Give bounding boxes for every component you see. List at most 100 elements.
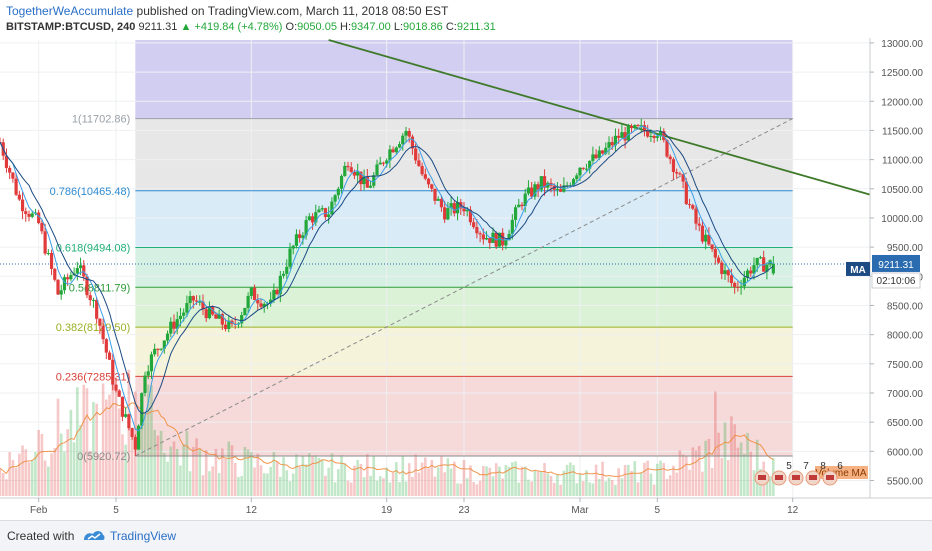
volume-bar [685, 456, 688, 496]
volume-bar [414, 454, 417, 496]
volume-bar [140, 425, 144, 496]
candle-body [343, 165, 347, 177]
volume-bar [201, 475, 205, 496]
volume-bar [707, 438, 711, 496]
candle-body [726, 270, 730, 276]
volume-bar [179, 465, 182, 496]
candle-body [678, 173, 682, 175]
volume-bar [578, 473, 582, 496]
fib-label: 0(5920.72) [77, 451, 130, 463]
author-link[interactable]: TogetherWeAccumulate [6, 4, 134, 18]
volume-bar [291, 473, 295, 496]
candle-body [675, 171, 679, 174]
volume-bar [627, 464, 630, 496]
volume-bar [478, 480, 482, 496]
price-tick-label: 13000.00 [881, 39, 923, 50]
volume-bar [620, 478, 624, 496]
candle-body [668, 156, 672, 160]
tradingview-logo-icon [84, 531, 105, 540]
volume-bar [765, 480, 769, 496]
time-axis-bg [0, 498, 932, 520]
volume-bar [494, 463, 498, 496]
volume-bar [217, 473, 221, 496]
candle-body [472, 222, 476, 228]
price-tick-label: 7500.00 [887, 360, 924, 371]
price-tick-label: 8000.00 [887, 331, 924, 342]
candle-body [14, 178, 18, 195]
candle-body [323, 208, 328, 217]
volume-bar [617, 468, 620, 496]
volume-bar [69, 409, 73, 496]
candle-body [439, 198, 444, 208]
candle-body [433, 188, 437, 201]
volume-bar [459, 483, 463, 496]
candle-body [629, 126, 634, 129]
candle-body [95, 299, 99, 319]
candle-body [204, 309, 208, 319]
candle-body [130, 428, 134, 437]
volume-label-text: Volume MA [815, 468, 866, 479]
candle-body [410, 136, 415, 149]
candle-body [404, 131, 408, 136]
symbol-label[interactable]: BITSTAMP:BTCUSD, 240 [6, 21, 136, 33]
volume-bar [340, 455, 343, 496]
volume-bar [588, 482, 591, 496]
volume-bar [385, 467, 388, 496]
volume-bar [646, 460, 649, 496]
volume-bar [523, 466, 527, 496]
volume-bar [366, 454, 369, 496]
price-chart[interactable]: 1(11702.86) 0.786(10465.48) 0.618(9494.08)… [0, 38, 932, 520]
volume-bar [569, 462, 572, 496]
tradingview-link[interactable]: TradingView [110, 529, 177, 543]
published-text: published on TradingView.com, March 11, … [136, 4, 449, 18]
volume-bar [504, 464, 508, 496]
volume-bar [88, 450, 92, 496]
candle-body [510, 219, 514, 234]
volume-bar [649, 473, 653, 496]
volume-bar [40, 433, 44, 496]
candle-body [649, 135, 653, 137]
volume-bar [195, 438, 198, 496]
candle-body [333, 195, 337, 202]
candle-body [713, 249, 717, 258]
volume-bar [18, 453, 21, 496]
time-tick-label: Feb [30, 505, 48, 516]
candle-body [462, 208, 466, 212]
volume-bar [717, 432, 720, 496]
time-tick-label: 12 [246, 505, 258, 516]
volume-bar [117, 408, 121, 496]
candle-body [301, 235, 305, 238]
volume-bar [47, 466, 50, 496]
candle-body [320, 208, 324, 210]
candle-body [571, 179, 576, 186]
trend-line [328, 39, 871, 196]
candle-body [517, 204, 521, 208]
volume-bar [127, 369, 131, 496]
candle-body [597, 150, 601, 159]
volume-bar [143, 413, 147, 496]
candle-body [375, 164, 379, 176]
candle-body [162, 340, 166, 349]
candle-body [762, 257, 766, 272]
volume-bar [295, 454, 298, 496]
candle-body [755, 257, 759, 266]
candle-body [146, 371, 150, 376]
candle-body [588, 160, 592, 169]
volume-bar [356, 459, 359, 496]
volume-bar [652, 484, 656, 496]
candle-body [182, 312, 186, 316]
candle-body [66, 277, 70, 280]
volume-bar [659, 460, 662, 496]
candle-body [149, 354, 154, 372]
volume-bar [166, 461, 169, 496]
volume-bar [34, 451, 37, 496]
candle-body [91, 299, 96, 301]
volume-bar [598, 478, 601, 496]
candle-body [285, 266, 289, 274]
candle-body [623, 132, 627, 141]
candle-body [272, 289, 276, 300]
candle-body [594, 154, 598, 159]
volume-bar [733, 424, 736, 496]
candle-body [723, 270, 727, 274]
volume-bar [533, 470, 537, 496]
